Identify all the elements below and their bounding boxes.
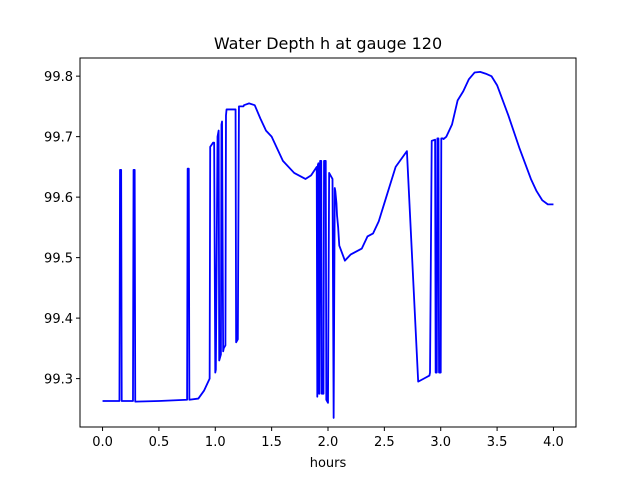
x-tick-label: 3.0 (430, 435, 451, 450)
x-tick-label: 3.5 (487, 435, 508, 450)
x-tick-label: 1.0 (205, 435, 226, 450)
y-tick-label: 99.4 (44, 312, 73, 327)
y-tick-label: 99.6 (44, 191, 73, 206)
y-tick-label: 99.8 (44, 70, 73, 85)
series-line (102, 71, 554, 419)
x-tick-label: 1.5 (261, 435, 282, 450)
x-tick-label: 4.0 (543, 435, 564, 450)
x-tick-label: 0.0 (92, 435, 113, 450)
y-axis: 99.3 99.4 99.5 99.6 99.7 99.8 (44, 70, 80, 388)
x-axis-label: hours (310, 456, 347, 471)
y-tick-label: 99.3 (44, 373, 73, 388)
y-tick-label: 99.5 (44, 252, 73, 267)
x-tick-label: 0.5 (149, 435, 170, 450)
x-tick-label: 2.0 (318, 435, 339, 450)
x-tick-label: 2.5 (374, 435, 395, 450)
chart-title: Water Depth h at gauge 120 (214, 34, 442, 53)
x-axis: 0.0 0.5 1.0 1.5 2.0 2.5 3.0 3.5 4.0 (92, 427, 564, 450)
y-tick-label: 99.7 (44, 131, 73, 146)
